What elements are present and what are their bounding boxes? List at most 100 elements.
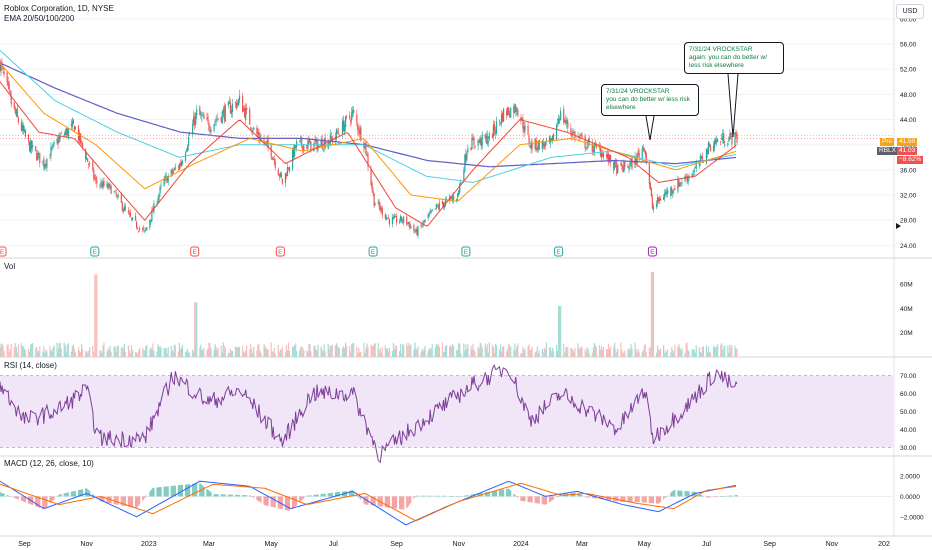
volume-bar — [209, 342, 211, 357]
volume-bar — [678, 343, 680, 357]
candle-body — [529, 146, 531, 148]
macd-histogram-bar — [38, 496, 40, 508]
x-axis-tick-label: Mar — [576, 541, 589, 548]
price-candle — [163, 176, 165, 188]
candle-body — [78, 132, 81, 141]
volume-bar — [399, 351, 401, 357]
macd-histogram-bar — [107, 496, 109, 503]
macd-histogram-bar — [428, 495, 430, 497]
candle-body — [57, 139, 59, 144]
macd-histogram-bar — [506, 488, 508, 497]
volume-bar — [123, 343, 125, 357]
volume-bar — [27, 348, 30, 357]
candle-body — [403, 216, 405, 223]
macd-histogram-bar — [22, 496, 25, 502]
price-candle — [39, 152, 41, 168]
candle-body — [709, 146, 712, 151]
volume-bar — [323, 344, 325, 357]
candle-body — [648, 163, 650, 185]
volume-bar — [491, 344, 493, 357]
macd-histogram-bar — [122, 496, 124, 506]
candle-body — [167, 176, 169, 182]
candle-body — [199, 106, 201, 116]
volume-bar — [215, 347, 217, 357]
earnings-marker-label: E — [93, 249, 98, 256]
candle-body — [306, 144, 308, 149]
volume-bar — [193, 351, 195, 357]
volume-bar — [572, 349, 574, 357]
volume-bar — [371, 346, 373, 357]
candle-body — [134, 215, 137, 221]
price-candle — [95, 173, 97, 185]
price-candle — [273, 154, 275, 165]
macd-histogram-bar — [443, 495, 446, 497]
macd-histogram-bar — [499, 489, 502, 497]
currency-button[interactable]: USD — [896, 4, 924, 19]
macd-histogram-bar — [137, 496, 139, 508]
volume-bar — [670, 352, 672, 357]
macd-histogram-bar — [251, 496, 253, 497]
volume-bar — [231, 350, 234, 357]
price-candle — [716, 135, 718, 146]
macd-histogram-bar — [174, 485, 176, 497]
candle-body — [627, 166, 629, 168]
macd-histogram-bar — [584, 496, 586, 497]
candle-body — [544, 142, 546, 146]
candle-body — [110, 185, 112, 194]
macd-histogram-bar — [486, 491, 488, 497]
candle-body — [385, 216, 387, 220]
annotation-note-1[interactable]: 7/31/24 VROCKSTAR you can do better w/ l… — [601, 84, 699, 116]
annotation-note-2[interactable]: 7/31/24 VROCKSTAR again: you can do bett… — [684, 42, 784, 74]
volume-bar — [295, 343, 297, 357]
macd-histogram-bar — [230, 494, 233, 497]
volume-bar — [22, 345, 25, 357]
macd-histogram-bar — [537, 496, 539, 504]
candle-body — [128, 213, 131, 215]
price-candle — [509, 110, 511, 119]
macd-histogram-bar — [585, 496, 587, 498]
volume-bar — [177, 351, 179, 357]
volume-bar — [499, 344, 502, 357]
macd-histogram-bar — [595, 496, 597, 499]
price-candle — [215, 115, 217, 126]
price-candle — [557, 118, 559, 128]
volume-bar — [270, 342, 272, 357]
candle-body — [650, 188, 653, 197]
price-candle — [722, 128, 724, 144]
macd-histogram-bar — [178, 485, 181, 497]
macd-histogram-bar — [673, 490, 675, 497]
price-candle — [607, 150, 610, 166]
macd-histogram-bar — [509, 489, 511, 497]
volume-bar — [100, 351, 102, 357]
macd-histogram-bar — [407, 496, 409, 508]
macd-histogram-bar — [78, 489, 81, 497]
price-candle — [51, 145, 53, 152]
candle-body — [24, 130, 27, 137]
macd-histogram-bar — [274, 496, 276, 508]
volume-bar — [109, 345, 111, 357]
price-candle — [102, 178, 104, 190]
candle-body — [545, 138, 548, 141]
candle-body — [365, 141, 367, 155]
price-candle — [245, 103, 247, 125]
volume-bar — [86, 351, 88, 357]
earnings-marker-box — [461, 246, 471, 257]
volume-bar — [56, 342, 58, 357]
volume-bar — [237, 346, 240, 357]
macd-histogram-bar — [316, 494, 318, 497]
price-candle — [410, 224, 412, 229]
price-candle — [524, 121, 526, 135]
price-candle — [99, 183, 101, 190]
volume-bar — [110, 351, 112, 357]
price-candle — [107, 182, 109, 190]
candle-body — [223, 107, 225, 120]
price-candle — [144, 230, 146, 234]
price-candle — [609, 154, 611, 164]
volume-bar — [7, 344, 9, 357]
volume-bar — [536, 346, 538, 357]
volume-bar — [316, 350, 318, 357]
macd-histogram-bar — [149, 491, 151, 497]
price-candle — [700, 155, 702, 160]
price-candle — [280, 171, 282, 179]
